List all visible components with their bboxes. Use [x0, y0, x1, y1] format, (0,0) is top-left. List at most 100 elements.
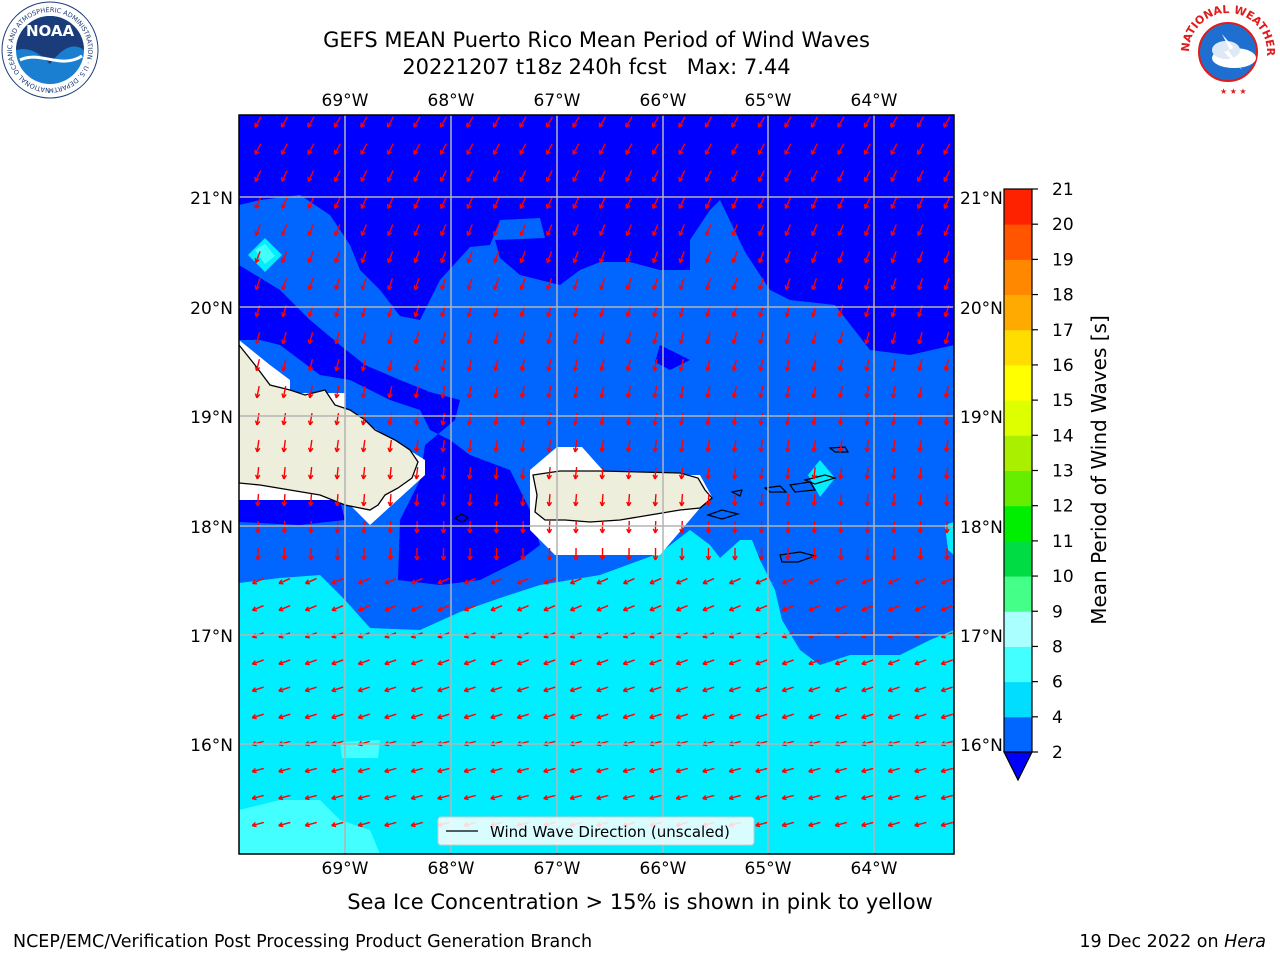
wind-arrow — [519, 385, 526, 399]
wind-arrow — [281, 251, 288, 264]
wind-arrow — [678, 412, 685, 426]
wind-arrow — [361, 520, 367, 534]
footer-branch: NCEP/EMC/Verification Post Processing Pr… — [13, 932, 593, 952]
wind-arrow — [678, 116, 686, 128]
wind-arrow — [649, 577, 662, 585]
wind-arrow — [837, 170, 845, 182]
wind-arrow — [731, 170, 739, 182]
wind-arrow — [387, 332, 393, 345]
wind-arrow — [545, 170, 553, 182]
wind-arrow — [675, 686, 688, 693]
wind-arrow — [334, 359, 340, 372]
wind-arrow — [254, 332, 261, 345]
wind-arrow — [811, 359, 817, 372]
wind-arrow — [596, 767, 609, 774]
wind-arrow — [940, 713, 953, 720]
wind-arrow — [254, 278, 261, 291]
wind-arrow — [493, 520, 500, 534]
wind-arrow — [334, 332, 340, 345]
wind-arrow — [493, 385, 499, 399]
wind-arrow — [755, 686, 768, 693]
wind-arrow — [784, 170, 792, 182]
wind-arrow — [255, 493, 261, 507]
wind-arrow — [678, 170, 686, 182]
wind-arrow — [705, 412, 711, 426]
wind-arrow — [516, 713, 529, 720]
wind-arrow — [914, 821, 927, 828]
wind-arrow — [573, 520, 579, 534]
wind-arrow — [651, 170, 659, 182]
wind-arrow — [280, 170, 288, 182]
wind-arrow — [493, 493, 500, 507]
wind-arrow — [834, 605, 847, 612]
wind-arrow — [255, 547, 261, 561]
wind-arrow — [307, 251, 314, 264]
mona-island — [453, 513, 470, 523]
wind-arrow — [361, 547, 367, 561]
colorbar-tick-label: 6 — [1052, 673, 1063, 693]
wind-arrow — [599, 359, 605, 372]
wind-arrow — [572, 197, 580, 210]
wind-arrow — [490, 605, 503, 612]
lon-label-top: 69°W — [322, 91, 369, 111]
wind-arrow — [599, 412, 605, 426]
wind-arrow — [781, 605, 794, 612]
wind-arrow — [679, 493, 685, 507]
lat-label-left: 21°N — [190, 189, 233, 209]
wind-arrow — [333, 143, 341, 155]
wind-arrow — [917, 278, 924, 291]
wind-arrow — [360, 116, 368, 128]
colorbar-extend-arrow — [1003, 751, 1033, 782]
wind-arrow — [280, 116, 289, 128]
wind-arrow — [493, 251, 500, 264]
wind-arrow — [838, 493, 844, 507]
wind-arrow — [758, 439, 764, 453]
wind-arrow — [784, 332, 791, 345]
wind-arrow — [864, 332, 870, 345]
wind-arrow — [492, 197, 500, 210]
wind-arrow — [437, 605, 450, 612]
wind-arrow — [784, 359, 791, 372]
wind-arrow — [254, 466, 261, 480]
wind-arrow — [386, 116, 395, 128]
wind-arrow — [519, 116, 527, 128]
wind-arrow — [516, 577, 529, 585]
wind-arrow — [837, 359, 844, 372]
wind-arrow — [520, 520, 526, 534]
wind-arrow — [466, 385, 473, 399]
wind-arrow — [437, 767, 450, 774]
wind-arrow — [837, 251, 844, 264]
wind-arrow — [890, 332, 897, 345]
wind-arrow — [625, 385, 632, 399]
wind-arrow — [943, 359, 950, 372]
wind-arrow — [331, 577, 344, 585]
wind-arrow — [811, 278, 818, 291]
wind-arrow — [837, 197, 845, 210]
wind-arrow — [649, 794, 662, 801]
wind-arrow — [890, 116, 898, 128]
wind-arrow — [519, 439, 526, 453]
wind-arrow — [784, 466, 791, 480]
period-4-6-region — [239, 530, 954, 854]
wind-arrow — [254, 116, 262, 128]
wind-arrow — [917, 224, 924, 237]
wind-arrow — [652, 439, 658, 453]
wind-arrow — [413, 224, 420, 237]
footer-date-text: 19 Dec 2022 on — [1079, 932, 1225, 952]
wind-arrow — [439, 116, 448, 128]
wind-arrow — [890, 466, 897, 480]
noaa-logo-text: NOAA — [26, 22, 75, 40]
wind-arrow — [917, 385, 923, 399]
wind-arrow — [334, 520, 341, 534]
wind-arrow — [914, 686, 927, 693]
colorbar-tick-label: 16 — [1052, 356, 1074, 376]
wind-arrow — [307, 170, 315, 182]
wind-arrow — [649, 767, 662, 774]
wind-arrow — [626, 493, 632, 507]
wind-arrow — [281, 412, 287, 426]
wind-arrow — [255, 520, 261, 534]
wind-arrow — [622, 794, 635, 801]
wind-arrow — [758, 385, 764, 399]
wind-arrow — [914, 659, 927, 666]
wind-arrow — [278, 767, 291, 774]
